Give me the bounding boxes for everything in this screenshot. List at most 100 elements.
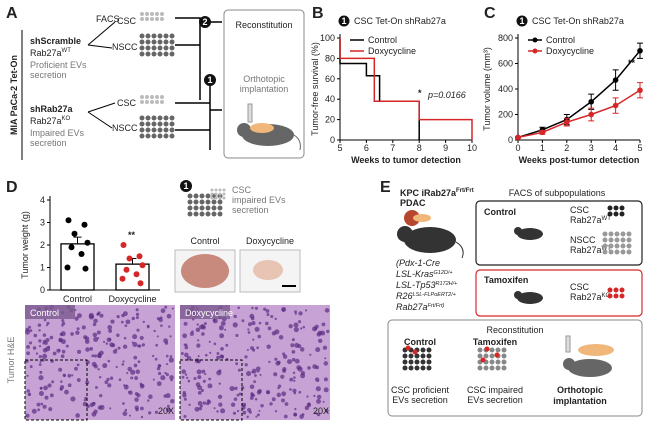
genotype-line: LSL-Tp53R172H/+	[396, 280, 458, 290]
cell	[620, 249, 626, 255]
nucleus	[139, 335, 144, 341]
cell	[489, 359, 495, 365]
model-name: KPC iRab27a	[400, 188, 457, 198]
genotype-line: LSL-KrasG12D/+	[396, 269, 453, 279]
cell	[157, 45, 163, 51]
nucleus	[202, 401, 207, 405]
point	[515, 134, 521, 141]
cell	[608, 243, 614, 249]
x-tick-label: Control	[63, 294, 92, 304]
nucleus	[97, 336, 100, 340]
nucleus	[183, 321, 188, 326]
cell	[489, 347, 495, 353]
cell	[483, 365, 489, 371]
nucleus	[293, 322, 299, 328]
nucleus	[294, 407, 297, 411]
nucleus	[32, 346, 37, 350]
cell	[199, 211, 205, 217]
fraction: CSC	[117, 98, 137, 108]
nucleus	[130, 369, 136, 375]
group-title: Control	[404, 337, 436, 347]
nucleus	[282, 352, 286, 356]
nucleus	[237, 306, 240, 310]
legend-label: Doxycycline	[368, 46, 416, 56]
nucleus	[289, 377, 294, 382]
nucleus	[156, 381, 162, 387]
nucleus	[169, 335, 172, 338]
point	[539, 129, 546, 136]
cell	[145, 12, 149, 16]
nucleus	[321, 322, 326, 327]
cell	[160, 100, 164, 104]
nucleus	[49, 335, 54, 340]
y-tick-label: 800	[498, 33, 513, 43]
nucleus	[298, 311, 303, 316]
gene-sup: WT	[602, 246, 612, 252]
nucleus	[76, 327, 80, 331]
cell	[157, 133, 163, 139]
group-text: CSC proficient	[391, 385, 450, 395]
nucleus	[38, 339, 42, 343]
nucleus	[274, 329, 280, 335]
cell	[414, 365, 420, 371]
cell	[619, 287, 625, 293]
nucleus	[255, 366, 261, 372]
nucleus	[38, 390, 44, 396]
nucleus	[165, 373, 169, 377]
nucleus	[256, 413, 260, 417]
nucleus	[298, 320, 302, 324]
nucleus	[77, 313, 82, 318]
nucleus	[293, 327, 299, 333]
step-number: 1	[207, 75, 212, 85]
nucleus	[213, 342, 217, 346]
nucleus	[184, 373, 188, 376]
y-tick-label: 200	[498, 110, 513, 120]
magnification: 20X	[158, 406, 174, 416]
cell	[169, 39, 175, 45]
nucleus	[253, 380, 257, 384]
nucleus	[266, 344, 271, 349]
nucleus	[122, 360, 125, 363]
nucleus	[207, 383, 213, 389]
nucleus	[85, 347, 90, 352]
nucleus	[201, 332, 205, 336]
fraction: NSCC	[112, 123, 138, 133]
nucleus	[256, 346, 259, 350]
cell	[169, 133, 175, 139]
nucleus	[315, 365, 319, 370]
legend-marker	[532, 37, 538, 43]
y-tick-label: 40	[325, 94, 335, 104]
nucleus	[306, 395, 309, 398]
nucleus	[148, 394, 153, 399]
cell	[210, 188, 214, 192]
nucleus	[131, 341, 134, 344]
y-tick-label: 400	[498, 84, 513, 94]
nucleus	[208, 340, 211, 343]
y-tick-label: 60	[325, 74, 335, 84]
nucleus	[58, 349, 61, 352]
nucleus	[236, 393, 240, 397]
genotype-line: R26LSL-FLPoERT2/+	[396, 291, 457, 301]
data-point	[137, 280, 144, 287]
nucleus	[208, 377, 212, 381]
nucleus	[291, 338, 295, 342]
nucleus	[76, 363, 80, 367]
cell	[211, 199, 217, 205]
nucleus	[289, 388, 292, 391]
cell	[157, 39, 163, 45]
cell	[620, 237, 626, 243]
nucleus	[263, 307, 267, 311]
reconstitution-box	[223, 9, 305, 159]
cell	[414, 353, 420, 359]
nucleus	[247, 328, 250, 331]
nucleus	[82, 401, 88, 407]
nucleus	[316, 413, 321, 417]
cell	[199, 199, 205, 205]
side-label: MIA PaCa-2 Tet-On	[9, 55, 19, 135]
gene-name: Rab27a	[570, 215, 602, 225]
genotype-line: (Pdx-1-Cre	[396, 258, 440, 268]
nucleus	[276, 392, 282, 398]
nucleus	[95, 386, 98, 389]
nucleus	[125, 319, 131, 325]
nucleus	[99, 350, 104, 356]
